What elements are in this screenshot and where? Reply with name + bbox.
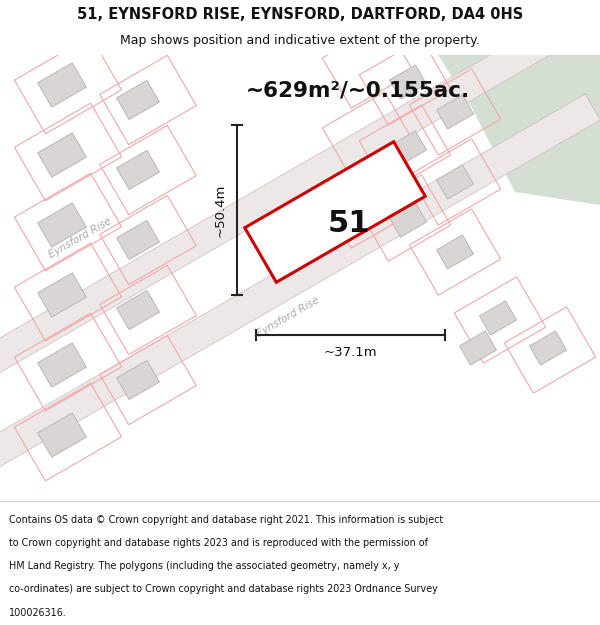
Text: ~37.1m: ~37.1m [323, 346, 377, 359]
Polygon shape [38, 413, 86, 457]
Polygon shape [38, 203, 86, 247]
Text: Eynsford Rise: Eynsford Rise [47, 216, 113, 260]
Polygon shape [116, 291, 160, 329]
Polygon shape [38, 273, 86, 317]
Polygon shape [116, 361, 160, 399]
Text: 100026316.: 100026316. [9, 608, 67, 618]
Polygon shape [389, 131, 427, 165]
Text: to Crown copyright and database rights 2023 and is reproduced with the permissio: to Crown copyright and database rights 2… [9, 538, 428, 548]
Polygon shape [479, 301, 517, 335]
Polygon shape [437, 95, 473, 129]
Polygon shape [437, 165, 473, 199]
Polygon shape [116, 81, 160, 119]
Polygon shape [389, 65, 427, 99]
Polygon shape [116, 151, 160, 189]
Text: Eynsford Rise: Eynsford Rise [255, 295, 321, 339]
Text: Map shows position and indicative extent of the property.: Map shows position and indicative extent… [120, 34, 480, 47]
Polygon shape [437, 235, 473, 269]
Polygon shape [245, 142, 425, 282]
Polygon shape [389, 203, 427, 237]
Text: 51, EYNSFORD RISE, EYNSFORD, DARTFORD, DA4 0HS: 51, EYNSFORD RISE, EYNSFORD, DARTFORD, D… [77, 8, 523, 22]
Text: HM Land Registry. The polygons (including the associated geometry, namely x, y: HM Land Registry. The polygons (includin… [9, 561, 400, 571]
Polygon shape [435, 55, 600, 205]
Text: Contains OS data © Crown copyright and database right 2021. This information is : Contains OS data © Crown copyright and d… [9, 515, 443, 525]
Text: ~50.4m: ~50.4m [214, 183, 227, 237]
Polygon shape [0, 94, 600, 510]
Polygon shape [460, 331, 496, 365]
Polygon shape [38, 133, 86, 177]
Text: ~629m²/~0.155ac.: ~629m²/~0.155ac. [246, 80, 470, 100]
Text: co-ordinates) are subject to Crown copyright and database rights 2023 Ordnance S: co-ordinates) are subject to Crown copyr… [9, 584, 438, 594]
Polygon shape [0, 0, 600, 390]
Text: 51: 51 [328, 209, 370, 239]
Polygon shape [116, 221, 160, 259]
Polygon shape [38, 63, 86, 107]
Polygon shape [38, 343, 86, 387]
Polygon shape [530, 331, 566, 365]
